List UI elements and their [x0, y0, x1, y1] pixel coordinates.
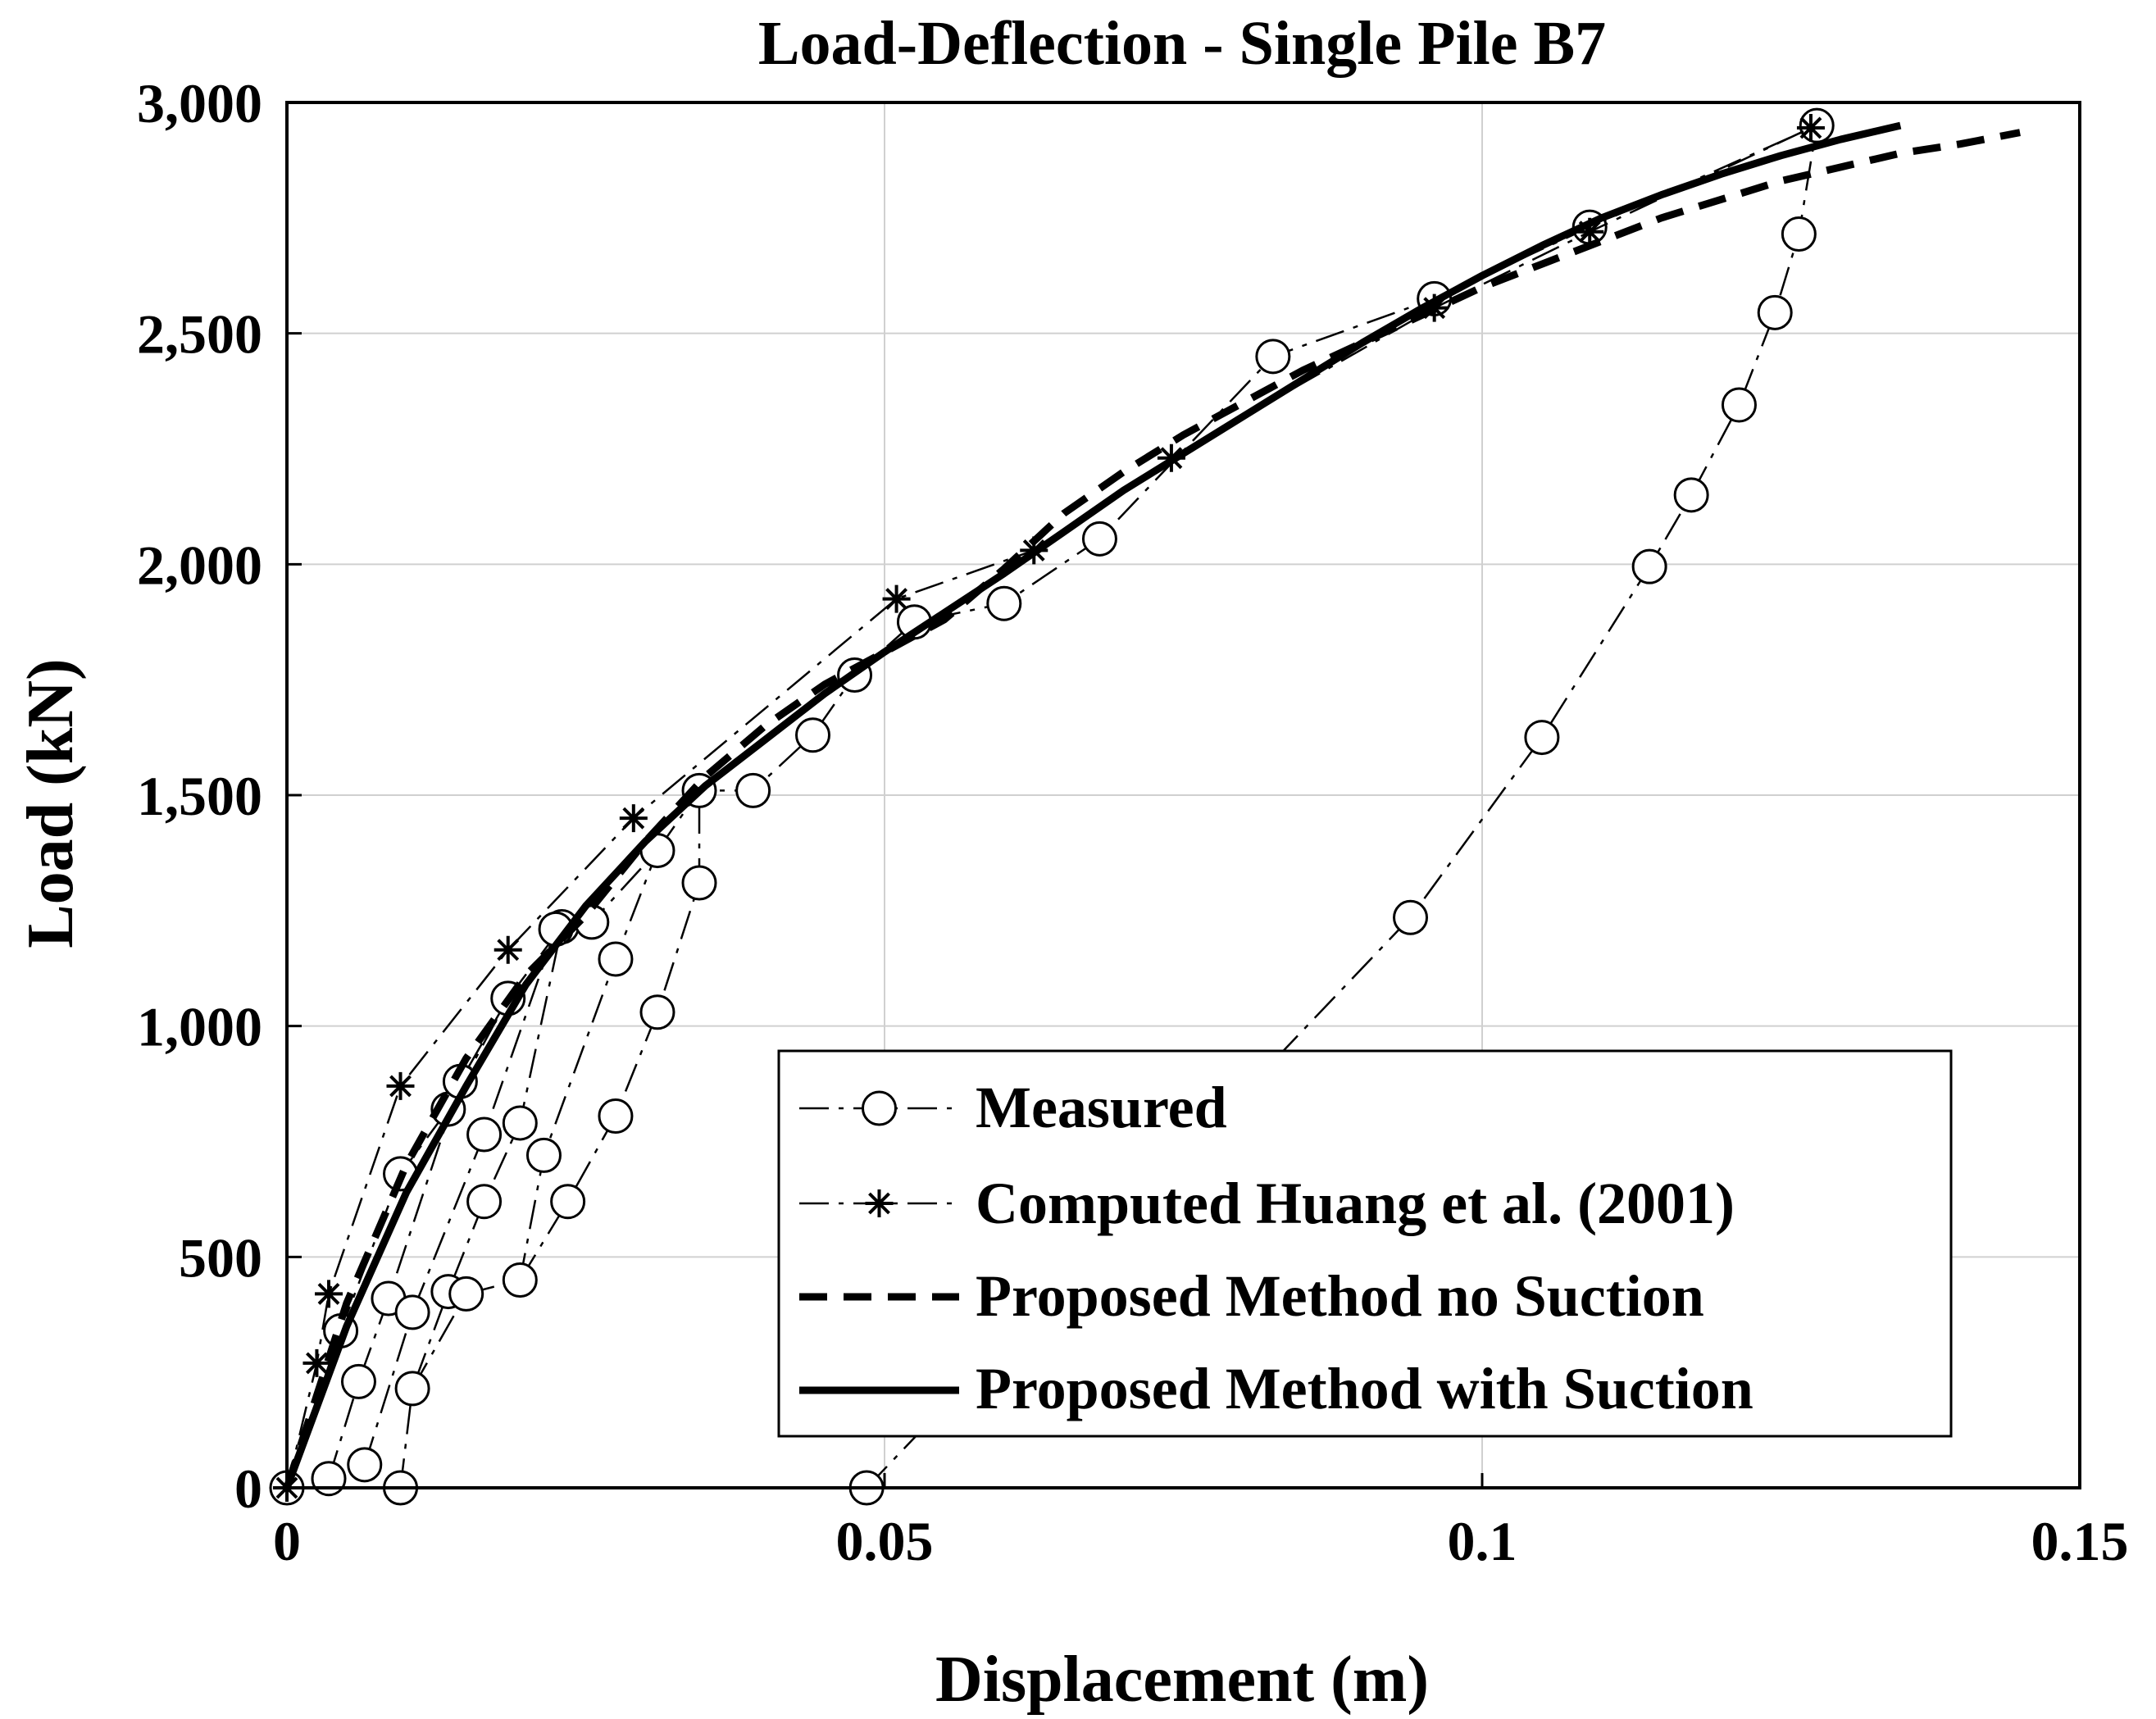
x-tick-label: 0.1 [1448, 1510, 1517, 1572]
y-tick-label: 0 [234, 1458, 262, 1520]
y-tick-label: 2,000 [137, 534, 262, 596]
measured-point [502, 1262, 538, 1298]
measured-point [681, 865, 717, 901]
measured-point [1081, 521, 1117, 557]
measured-point [795, 717, 831, 753]
x-tick-label: 0.15 [2031, 1510, 2129, 1572]
measured-point [394, 1294, 430, 1330]
measured-point [598, 1098, 634, 1135]
measured-point [1255, 339, 1291, 375]
computed-huang-point [315, 1280, 343, 1308]
legend-label-computed-huang: Computed Huang et al. (2001) [976, 1171, 1735, 1236]
measured-point [1524, 720, 1560, 756]
x-tick-label: 0.05 [836, 1510, 934, 1572]
legend-label-no-suction: Proposed Method no Suction [976, 1263, 1704, 1329]
y-tick-label: 2,500 [137, 303, 262, 366]
measured-point [448, 1276, 484, 1312]
measured-point [1799, 107, 1835, 143]
measured-point [502, 1105, 538, 1141]
computed-huang-point [1576, 217, 1604, 246]
ticks: 0 0.05 0.1 0.15 0 500 1,000 1,500 2,000 2,500 3,00… [137, 72, 2129, 1572]
y-tick-label: 3,000 [137, 72, 262, 134]
measured-point [347, 1447, 383, 1483]
computed-huang-point [302, 1348, 331, 1377]
y-tick-label: 1,000 [137, 996, 262, 1058]
legend-box [777, 1049, 1953, 1438]
measured-point [1721, 387, 1757, 423]
measured-point [735, 772, 771, 808]
y-axis-label: Load (kN) [15, 658, 87, 948]
measured-point [1631, 548, 1667, 584]
legend-samples [799, 1090, 959, 1394]
chart-title: Load-Deflection - Single Pile B7 [758, 9, 1606, 78]
with-suction-curve [283, 121, 1902, 1489]
measured-point [1781, 216, 1817, 252]
computed-huang-point [386, 1071, 415, 1100]
measured-point [394, 1371, 430, 1407]
measured-point [639, 994, 675, 1030]
x-axis-label: Displacement (m) [935, 1644, 1429, 1716]
measured-point [1673, 477, 1709, 513]
y-tick-label: 500 [179, 1226, 262, 1289]
measured-point [466, 1116, 503, 1153]
measured-point [311, 1461, 347, 1497]
computed-huang-point [494, 935, 522, 964]
legend-measured-marker [862, 1090, 897, 1126]
y-tick-label: 1,500 [137, 765, 262, 827]
measured-line-2 [363, 928, 557, 1466]
x-tick-label: 0 [273, 1510, 301, 1572]
measured-line-4 [412, 850, 659, 1389]
measured-point [1393, 899, 1429, 935]
computed-huang-point [619, 804, 648, 833]
measured-point [525, 1137, 562, 1173]
no-suction-curve [283, 129, 2021, 1489]
measured-point [598, 941, 634, 977]
measured-point [466, 1184, 503, 1220]
legend-label-with-suction: Proposed Method with Suction [976, 1356, 1753, 1421]
computed-huang-point [1796, 113, 1825, 142]
legend-label-measured: Measured [976, 1075, 1227, 1140]
measured-point [986, 585, 1022, 621]
measured-point [340, 1363, 376, 1399]
series-layer [269, 107, 2021, 1506]
legend-huang-marker [865, 1189, 894, 1217]
measured-point [1757, 294, 1793, 330]
legend: Measured Computed Huang et al. (2001) Pr… [777, 1049, 1953, 1438]
measured-point [550, 1184, 586, 1220]
computed-huang-point [882, 584, 911, 613]
